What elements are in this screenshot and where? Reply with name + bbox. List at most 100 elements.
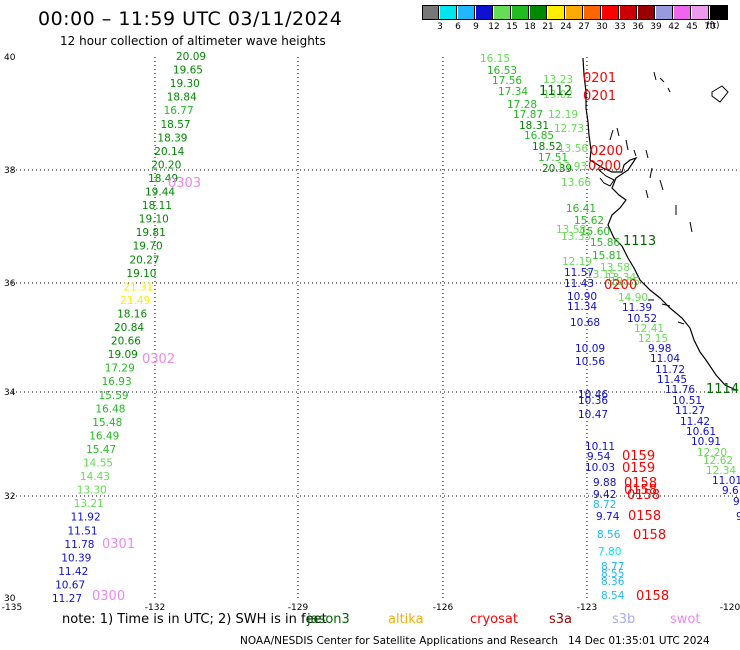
- east-track-height-label: 15.60: [580, 226, 610, 238]
- coastal-track-height-label: 10.36: [578, 395, 608, 407]
- east-track-height-label: 11.42: [680, 416, 710, 428]
- lon-tick-label: -123: [577, 603, 597, 613]
- cryosat-time-label: 0200: [588, 159, 621, 174]
- cryosat-time-label: 0158: [624, 476, 657, 491]
- coastal-track-height-label: 9.88: [593, 477, 616, 489]
- colorbar-label: 12: [488, 22, 500, 32]
- west-track-height-label: 14.43: [80, 471, 110, 483]
- mission-jason3-label: jason3: [307, 612, 350, 627]
- northern-channel-islands: [648, 299, 685, 325]
- lon-tick-label: -132: [145, 603, 165, 613]
- cryosat-time-label: 0201: [583, 71, 616, 86]
- west-track-height-label: 20.14: [154, 146, 184, 158]
- colorbar-label: 21: [542, 22, 554, 32]
- colorbar-swatch: [422, 5, 439, 20]
- west-track-height-label: 18.11: [142, 200, 172, 212]
- west-track-height-label: 20.66: [111, 336, 141, 348]
- lat-tick-label: 34: [4, 388, 16, 398]
- lat-tick-label: 30: [4, 594, 16, 604]
- colorbar-swatch: [674, 5, 691, 20]
- lake-tahoe: [711, 85, 729, 103]
- colorbar-swatch: [566, 5, 583, 20]
- colorbar-label: 30: [596, 22, 608, 32]
- west-track-height-label: 10.67: [55, 579, 85, 591]
- west-track-height-label: 19.65: [173, 65, 203, 77]
- jason3-time-label: 1112: [539, 84, 572, 99]
- colorbar-swatch: [476, 5, 493, 20]
- coastal-track-height-label: 10.11: [585, 441, 615, 453]
- west-track-height-label: 16.77: [164, 105, 194, 117]
- east-track-height-label: 12.20: [697, 447, 727, 459]
- coastal-track-height-label: 8.72: [593, 499, 616, 511]
- west-track-height-label: 15.47: [86, 444, 116, 456]
- east-track-height-label: 18.52: [532, 141, 562, 153]
- east-track-height-label: 12.15: [638, 333, 668, 345]
- colorbar-label: 45: [686, 22, 698, 32]
- east-track-height-label: 10.51: [672, 395, 702, 407]
- colorbar-swatch: [512, 5, 529, 20]
- lat-tick-label: 40: [4, 53, 16, 63]
- west-track-height-label: 18.57: [161, 119, 191, 131]
- colorbar-swatch: [710, 5, 727, 20]
- west-track-height-label: 13.21: [74, 498, 104, 510]
- mission-s3b-label: s3b: [612, 612, 636, 627]
- green-track-height-label: 13.23: [543, 74, 573, 86]
- west-track-height-label: 16.48: [95, 403, 125, 415]
- west-track-height-label: 16.49: [89, 430, 119, 442]
- coastal-track-height-label: 8.77: [601, 561, 624, 573]
- colorbar-unit: (ft): [706, 21, 720, 31]
- lon-tick-label: -129: [288, 603, 309, 613]
- colorbar-label: 24: [560, 22, 572, 32]
- coastal-track-height-label: 10.09: [575, 343, 605, 355]
- colorbar-label: 39: [650, 22, 662, 32]
- east-track-height-label: 11.01: [712, 475, 740, 487]
- west-track-time-label: 0301: [102, 537, 135, 552]
- coastline-north-islands: [609, 71, 693, 233]
- cryosat-time-label: 0158: [628, 509, 661, 524]
- page-title: 00:00 – 11:59 UTC 03/11/2024: [38, 8, 343, 30]
- west-track-height-label: 20.09: [176, 51, 206, 63]
- green-track-height-label: 12.19: [548, 109, 578, 121]
- colorbar-swatch: [548, 5, 565, 20]
- coastal-track-height-label: 12.15: [610, 276, 640, 288]
- east-track-height-label: 17.56: [492, 75, 522, 87]
- east-track-height-label: 15.81: [592, 250, 622, 262]
- colorbar-swatch: [620, 5, 637, 20]
- green-track-height-label: 13.66: [561, 177, 591, 189]
- colorbar-label: 42: [668, 22, 680, 32]
- coastal-track-height-label: 8.56: [597, 529, 621, 541]
- jason3-time-label: 1113: [623, 234, 656, 249]
- colorbar-swatch: [530, 5, 547, 20]
- west-track-time-label: 0303: [168, 176, 201, 191]
- colorbar-label: 27: [578, 22, 590, 32]
- green-track-height-label: 13.58: [556, 224, 586, 236]
- east-track-height-label: 11.72: [655, 364, 685, 376]
- cryosat-time-label: 0201: [583, 89, 616, 104]
- coastal-track-height-label: 8.36: [601, 576, 625, 588]
- colorbar-swatch: [656, 5, 673, 20]
- west-track-height-label: 11.42: [58, 566, 88, 578]
- mission-altika-label: altika: [388, 612, 424, 627]
- colorbar-label: 36: [632, 22, 644, 32]
- east-track-height-label: 12.34: [706, 465, 736, 477]
- colorbar-swatch: [458, 5, 475, 20]
- axis-layer: -135 -132 -129 -126 -123 -120 40 38 36 34 32 30: [2, 53, 740, 613]
- east-track-height-label: 11.04: [650, 353, 680, 365]
- east-track-height-label: 9: [736, 511, 740, 523]
- green-track-height-label: 13.02: [543, 89, 573, 101]
- coastal-track-height-label: 8.54: [601, 590, 625, 602]
- coastline-layer: [582, 57, 737, 391]
- coastal-track-height-label: 10.03: [585, 462, 615, 474]
- east-track-height-label: 16.41: [566, 203, 596, 215]
- green-track-height-label: 13.15: [586, 269, 616, 281]
- east-track-height-label: 11.76: [665, 384, 695, 396]
- east-track-height-label: 10.52: [627, 313, 657, 325]
- west-track-height-label: 15.59: [99, 390, 129, 402]
- coastal-track-height-label: 11.43: [564, 278, 594, 290]
- west-track-height-label: 20.27: [130, 254, 160, 266]
- lon-tick-label: -135: [2, 603, 22, 613]
- west-track-height-label: 19.70: [133, 241, 163, 253]
- coastal-track-height-label: 11.57: [564, 267, 594, 279]
- west-track-height-label: 18.84: [167, 92, 197, 104]
